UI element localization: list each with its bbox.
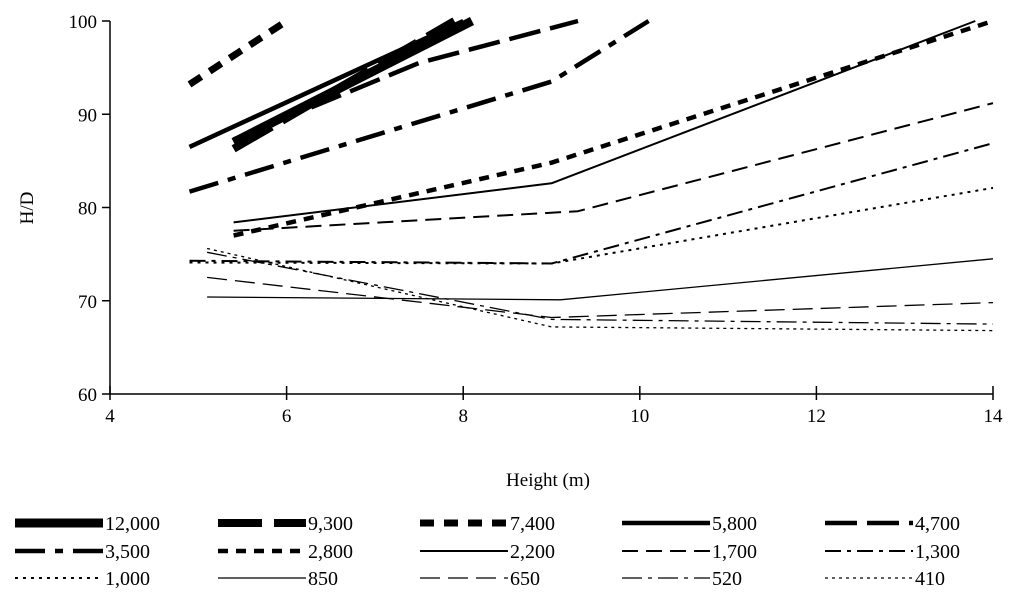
legend-label: 1,700 <box>712 541 757 563</box>
y-tick-label: 70 <box>78 292 97 313</box>
x-tick-label: 14 <box>984 406 1004 427</box>
legend-entry: 4,700 <box>825 513 960 535</box>
series-line-2200 <box>233 20 976 224</box>
legend-entry: 520 <box>622 568 742 590</box>
legend-label: 7,400 <box>510 513 555 535</box>
y-tick-label: 80 <box>78 199 97 220</box>
axes: 60 70 80 90 100 4 6 8 10 12 14 <box>69 12 1004 427</box>
legend-label: 5,800 <box>712 513 757 535</box>
legend-label: 4,700 <box>915 513 960 535</box>
legend-entry: 410 <box>825 568 945 590</box>
series-line-1300 <box>189 142 994 265</box>
legend-entry: 850 <box>218 568 338 590</box>
legend-entry: 9,300 <box>218 513 353 535</box>
legend-entry: 7,400 <box>420 513 555 535</box>
legend-entry: 1,300 <box>825 541 960 563</box>
legend-label: 520 <box>712 568 742 590</box>
series-line-7400 <box>187 18 289 88</box>
legend-label: 2,200 <box>510 541 555 563</box>
y-tick-label: 100 <box>69 12 98 33</box>
legend-entry: 2,200 <box>420 541 555 563</box>
legend-label: 9,300 <box>308 513 353 535</box>
legend-label: 850 <box>308 568 338 590</box>
x-tick-label: 12 <box>807 406 826 427</box>
y-tick-label: 90 <box>78 105 97 126</box>
series-line-2800 <box>233 18 994 238</box>
series-line-1700 <box>233 102 994 232</box>
series-line-4700 <box>232 18 579 142</box>
y-tick-label: 60 <box>78 385 97 406</box>
x-tick-label: 8 <box>458 406 468 427</box>
series-layer <box>187 17 994 332</box>
legend-label: 1,300 <box>915 541 960 563</box>
series-line-520 <box>206 251 994 325</box>
legend-entry: 5,800 <box>622 513 757 535</box>
legend-entry: 2,800 <box>218 541 353 563</box>
legend-label: 2,800 <box>308 541 353 563</box>
legend-entry: 1,000 <box>15 568 150 590</box>
legend-label: 12,000 <box>105 513 160 535</box>
x-tick-label: 6 <box>282 406 292 427</box>
legend-label: 650 <box>510 568 540 590</box>
series-line-9300 <box>231 17 457 153</box>
x-tick-label: 4 <box>105 406 115 427</box>
series-line-5800 <box>188 18 465 149</box>
legend-label: 1,000 <box>105 568 150 590</box>
series-line-650 <box>207 276 994 319</box>
legend-label: 3,500 <box>105 541 150 563</box>
y-axis-title: H/D <box>17 192 38 225</box>
series-line-850 <box>207 258 994 301</box>
series-line-1000 <box>189 186 994 265</box>
x-tick-label: 10 <box>630 406 649 427</box>
x-axis-title: Height (m) <box>506 470 590 491</box>
legend-label: 410 <box>915 568 945 590</box>
legend-entry: 1,700 <box>622 541 757 563</box>
legend-entry: 12,000 <box>15 513 160 535</box>
series-line-3500 <box>188 19 650 194</box>
legend-entry: 650 <box>420 568 540 590</box>
legend-entry: 3,500 <box>15 541 150 563</box>
legend: 12,000 9,300 7,400 5,800 4,700 3,500 2,800 2,20… <box>15 513 960 590</box>
